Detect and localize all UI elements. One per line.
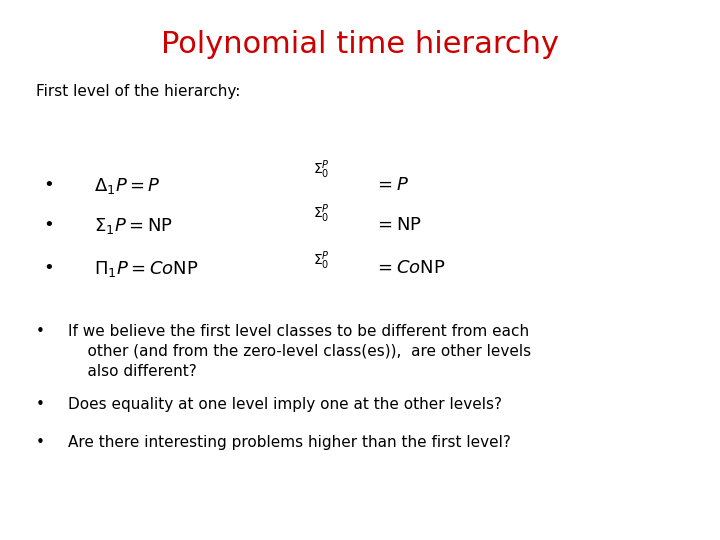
Text: $= \mathit{Co}\mathrm{NP}$: $= \mathit{Co}\mathrm{NP}$ bbox=[374, 259, 446, 277]
Text: First level of the hierarchy:: First level of the hierarchy: bbox=[36, 84, 240, 99]
Text: $\Sigma_0^P$: $\Sigma_0^P$ bbox=[313, 158, 330, 181]
Text: $= \mathrm{NP}$: $= \mathrm{NP}$ bbox=[374, 216, 422, 234]
Text: Does equality at one level imply one at the other levels?: Does equality at one level imply one at … bbox=[68, 397, 503, 412]
Text: •: • bbox=[43, 259, 54, 277]
Text: •: • bbox=[36, 324, 45, 339]
Text: If we believe the first level classes to be different from each
    other (and f: If we believe the first level classes to… bbox=[68, 324, 531, 379]
Text: $\Sigma_1P = \mathrm{NP}$: $\Sigma_1P = \mathrm{NP}$ bbox=[94, 216, 172, 236]
Text: $\Sigma_0^P$: $\Sigma_0^P$ bbox=[313, 249, 330, 272]
Text: •: • bbox=[36, 435, 45, 450]
Text: •: • bbox=[43, 176, 54, 193]
Text: $\Delta_1P = P$: $\Delta_1P = P$ bbox=[94, 176, 161, 195]
Text: Polynomial time hierarchy: Polynomial time hierarchy bbox=[161, 30, 559, 59]
Text: •: • bbox=[36, 397, 45, 412]
Text: •: • bbox=[43, 216, 54, 234]
Text: $= P$: $= P$ bbox=[374, 176, 410, 193]
Text: Are there interesting problems higher than the first level?: Are there interesting problems higher th… bbox=[68, 435, 511, 450]
Text: $\Pi_1P = \mathit{Co}\mathrm{NP}$: $\Pi_1P = \mathit{Co}\mathrm{NP}$ bbox=[94, 259, 198, 279]
Text: $\Sigma_0^P$: $\Sigma_0^P$ bbox=[313, 202, 330, 225]
